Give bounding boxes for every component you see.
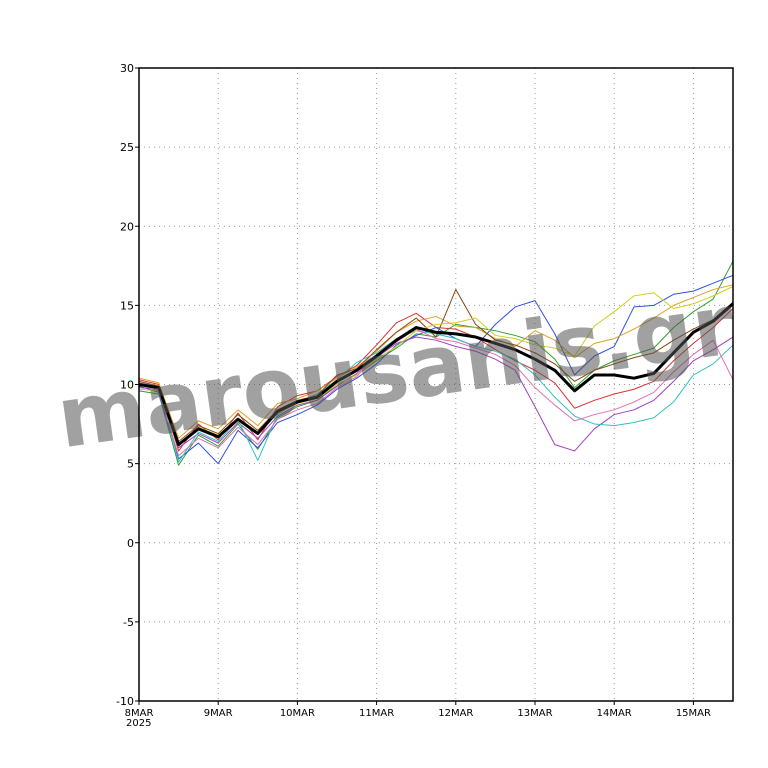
x-tick-label: 13MAR [517, 708, 552, 719]
y-tick-label: 10 [120, 379, 134, 392]
y-tick-label: -5 [123, 616, 134, 629]
x-tick-label: 11MAR [359, 708, 394, 719]
series-line [138, 284, 734, 439]
series-line [138, 336, 734, 452]
y-tick-label: 30 [120, 62, 134, 75]
y-tick-label: 25 [120, 141, 134, 154]
x-tick-label: 8MAR [125, 708, 154, 719]
x-tick-label: 14MAR [597, 708, 632, 719]
y-tick-label: 20 [120, 220, 134, 233]
series-line [138, 285, 734, 447]
series-line [138, 302, 734, 447]
x-tick-label: 9MAR [204, 708, 233, 719]
y-tick-label: 5 [127, 458, 134, 471]
y-tick-label: -10 [116, 695, 134, 708]
x-tick-label: 12MAR [438, 708, 473, 719]
series-line [138, 274, 734, 465]
series-line [138, 289, 734, 442]
x-tick-label: 15MAR [676, 708, 711, 719]
y-tick-label: 15 [120, 299, 134, 312]
series-line [138, 328, 734, 457]
watermark: marousanis.gr [52, 275, 741, 467]
y-tick-label: 0 [127, 537, 134, 550]
x-year-label: 2025 [126, 718, 151, 729]
lines [138, 260, 734, 466]
x-tick-label: 10MAR [280, 708, 315, 719]
